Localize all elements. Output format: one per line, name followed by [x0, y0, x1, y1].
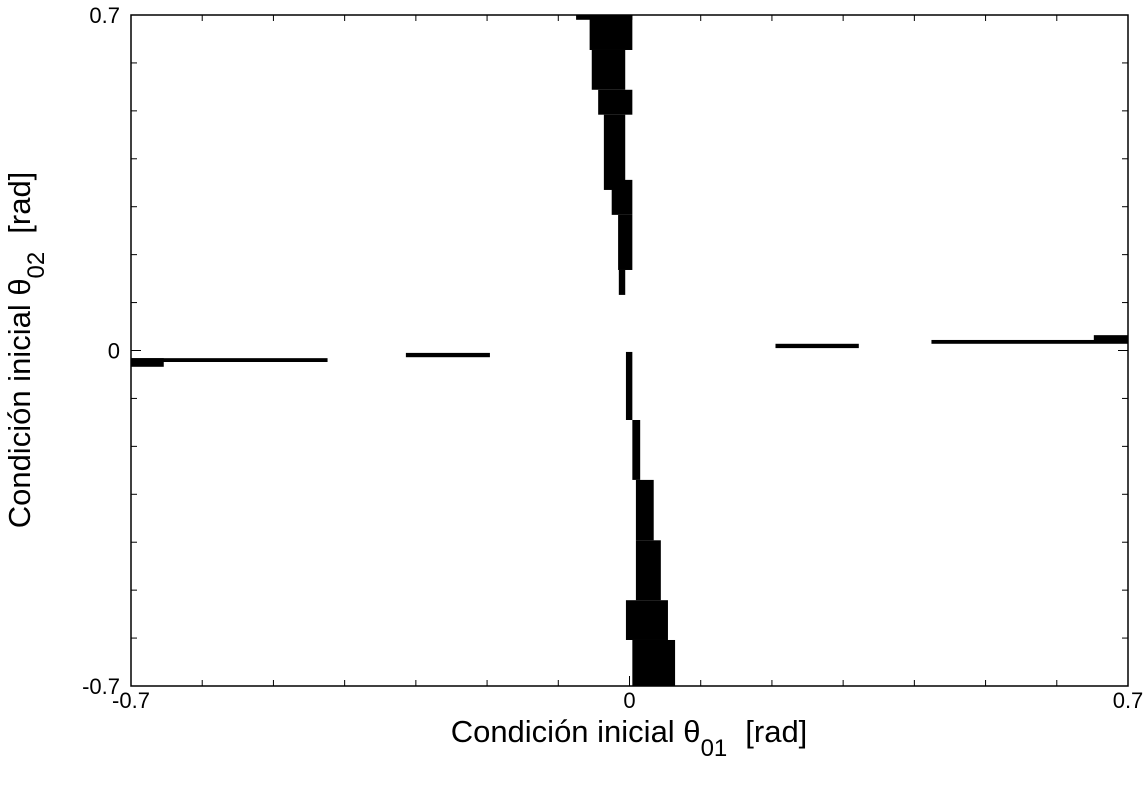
region	[635, 479, 654, 541]
y-tick-label: 0.7	[89, 3, 120, 28]
y-tick-label: 0	[108, 339, 120, 364]
region	[775, 343, 859, 349]
region	[635, 540, 661, 601]
y-axis-label: Condición inicial θ02[rad]	[2, 172, 50, 529]
x-tick-label: 0.7	[1113, 688, 1144, 713]
region	[1093, 335, 1128, 343]
region	[405, 352, 490, 358]
x-tick-label: 0	[623, 688, 635, 713]
region	[618, 214, 633, 270]
region	[598, 89, 633, 115]
region	[618, 269, 626, 295]
region	[131, 358, 164, 367]
region	[632, 639, 676, 686]
region	[591, 49, 626, 90]
region	[625, 600, 668, 640]
x-tick-label: -0.7	[112, 688, 150, 713]
region	[131, 358, 328, 363]
y-tick-label: -0.7	[82, 674, 120, 699]
region	[632, 419, 641, 480]
region	[931, 339, 1128, 344]
region	[625, 351, 633, 420]
x-axis-label: Condición inicial θ01 [rad]	[451, 714, 808, 762]
region	[611, 179, 633, 215]
region	[589, 15, 633, 50]
region	[603, 114, 626, 190]
plot-frame	[130, 14, 1129, 687]
